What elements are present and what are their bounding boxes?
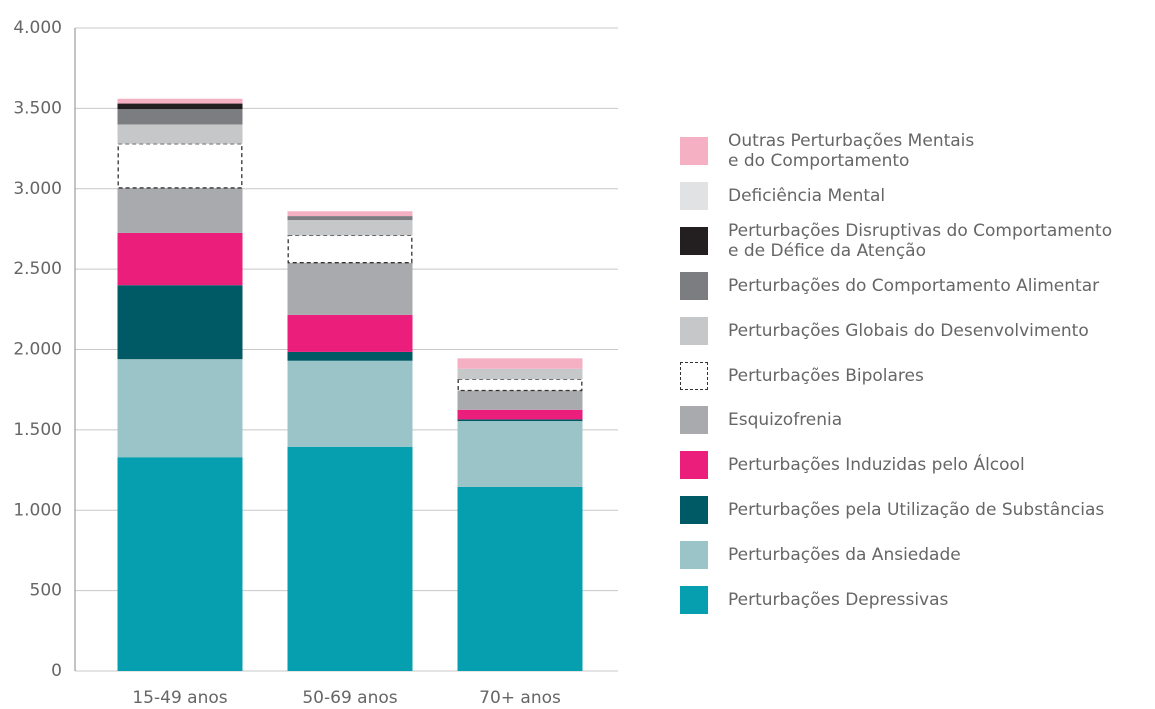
- legend-label: Esquizofrenia: [728, 410, 843, 431]
- legend-label: Outras Perturbações Mentais e do Comport…: [728, 131, 975, 171]
- bar-segment: [457, 421, 583, 487]
- bar-segment: [457, 419, 583, 422]
- bar-segment: [117, 143, 243, 189]
- legend-item: Esquizofrenia: [680, 400, 842, 440]
- legend-item: Perturbações Globais do Desenvolvimento: [680, 311, 1089, 351]
- bar-segment: [117, 359, 243, 458]
- legend-label: Perturbações pela Utilização de Substânc…: [728, 500, 1105, 521]
- bar-segment: [457, 409, 583, 420]
- bar-segment: [287, 216, 413, 221]
- legend-swatch: [680, 406, 708, 435]
- bar-segment: [287, 211, 413, 217]
- legend-label: Perturbações Disruptivas do Comportament…: [728, 220, 1113, 261]
- legend-item: Perturbações do Comportamento Alimentar: [680, 266, 1099, 306]
- y-tick-label: 3.500: [13, 98, 62, 118]
- bar-segment: [117, 124, 243, 144]
- y-tick-label: 4.000: [13, 18, 62, 38]
- bar-segment: [457, 368, 583, 380]
- legend-swatch: [680, 586, 708, 614]
- bar-segment: [117, 103, 243, 110]
- bar-segment: [117, 187, 243, 233]
- legend-label: Perturbações do Comportamento Alimentar: [728, 275, 1100, 296]
- y-tick-label: 1.500: [13, 420, 62, 440]
- bar-segment: [287, 446, 413, 671]
- bar-segment: [117, 109, 243, 125]
- bar-segment: [457, 486, 583, 671]
- bar-segment: [287, 220, 413, 236]
- bar-segment: [117, 232, 243, 286]
- legend-label: Perturbações Bipolares: [728, 365, 924, 386]
- bar-segment: [287, 234, 413, 264]
- x-tick-label: 50-69 anos: [302, 688, 397, 708]
- legend-swatch: [680, 226, 708, 255]
- legend-swatch: [680, 137, 708, 165]
- legend-item: Perturbações Disruptivas do Comportament…: [680, 221, 1112, 261]
- legend-swatch: [680, 361, 708, 390]
- x-tick-label: 70+ anos: [479, 688, 561, 708]
- legend-item: Deficiência Mental: [680, 176, 885, 216]
- legend-label: Perturbações Induzidas pelo Álcool: [728, 455, 1025, 476]
- bar-segment: [287, 360, 413, 447]
- y-tick-label: 500: [30, 581, 62, 601]
- legend-swatch: [680, 541, 708, 570]
- legend-label: Perturbações da Ansiedade: [728, 545, 961, 566]
- bar-segment: [117, 457, 243, 671]
- y-tick-label: 1.000: [13, 500, 62, 520]
- bar-segment: [457, 390, 583, 410]
- legend-swatch: [680, 181, 708, 210]
- bar-segment: [457, 358, 583, 369]
- bar-segment: [287, 262, 413, 315]
- legend-item: Perturbações Bipolares: [680, 356, 924, 396]
- y-tick-label: 0: [51, 661, 62, 681]
- legend-item: Outras Perturbações Mentais e do Comport…: [680, 131, 974, 171]
- bar-segment: [117, 98, 243, 104]
- legend-swatch: [680, 496, 708, 525]
- y-tick-label: 3.000: [13, 179, 62, 199]
- legend-label: Perturbações Globais do Desenvolvimento: [728, 320, 1089, 341]
- legend-swatch: [680, 316, 708, 345]
- legend-swatch: [680, 271, 708, 300]
- legend-label: Deficiência Mental: [728, 185, 886, 206]
- x-tick-label: 15-49 anos: [132, 688, 227, 708]
- y-tick-label: 2.000: [13, 340, 62, 360]
- bar-segment: [287, 351, 413, 361]
- bar-segment: [117, 285, 243, 360]
- legend-item: Perturbações Depressivas: [680, 580, 948, 620]
- y-tick-label: 2.500: [13, 259, 62, 279]
- bar-segment: [287, 314, 413, 352]
- bar-segment: [457, 378, 583, 392]
- legend-item: Perturbações pela Utilização de Substânc…: [680, 490, 1104, 530]
- legend-swatch: [680, 451, 708, 480]
- legend-item: Perturbações da Ansiedade: [680, 535, 961, 575]
- legend-item: Perturbações Induzidas pelo Álcool: [680, 445, 1025, 485]
- legend-label: Perturbações Depressivas: [728, 590, 949, 610]
